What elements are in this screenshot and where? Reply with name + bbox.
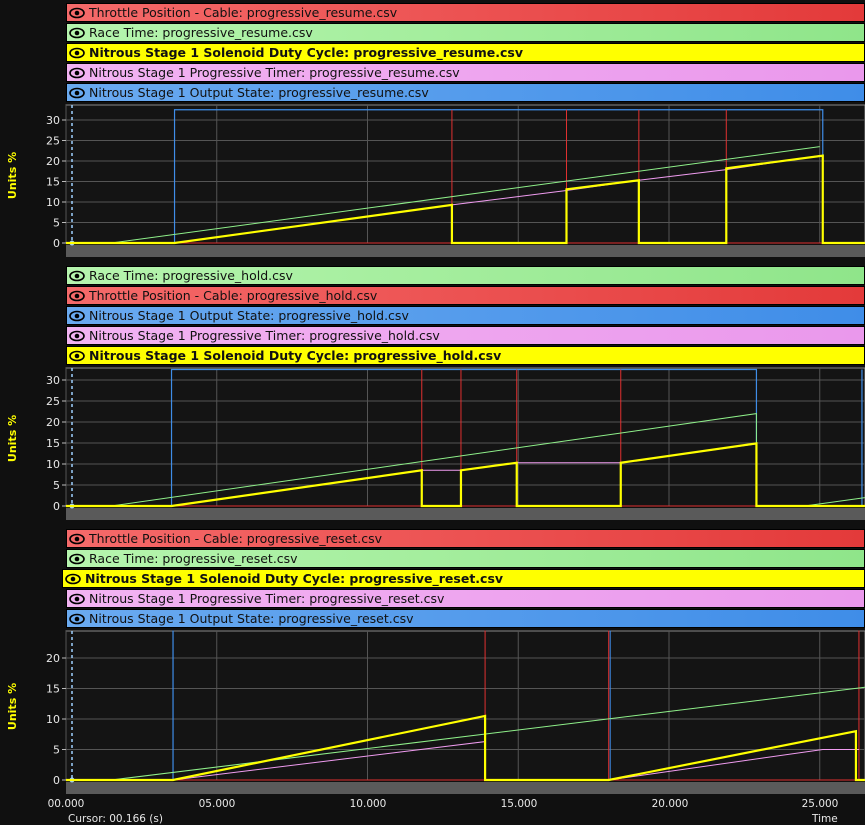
legend-label: Race Time: progressive_reset.csv [89, 551, 298, 566]
legend-row-duty-cycle[interactable]: Nitrous Stage 1 Solenoid Duty Cycle: pro… [62, 569, 865, 588]
legend-row-progressive-timer[interactable]: Nitrous Stage 1 Progressive Timer: progr… [66, 589, 865, 608]
legend-label: Race Time: progressive_resume.csv [89, 25, 313, 40]
legend-row-race-time[interactable]: Race Time: progressive_hold.csv [66, 266, 865, 285]
horizontal-scrollbar [66, 245, 865, 257]
y-tick-label: 10 [46, 196, 60, 209]
plot-canvas[interactable]: 0 5 10 15 20 25 30 0 5 10 15 20 25 30 0 5 10 15 20 [0, 0, 865, 800]
y-tick-label: 30 [46, 114, 60, 127]
eye-icon[interactable] [69, 65, 85, 81]
legend-label: Race Time: progressive_hold.csv [89, 268, 293, 283]
legend-row-throttle[interactable]: Throttle Position - Cable: progressive_h… [66, 286, 865, 305]
eye-icon[interactable] [69, 551, 85, 567]
series-duty-cycle [66, 714, 865, 782]
legend-label: Nitrous Stage 1 Progressive Timer: progr… [89, 328, 440, 343]
eye-icon[interactable] [69, 348, 85, 364]
legend-row-duty-cycle[interactable]: Nitrous Stage 1 Solenoid Duty Cycle: pro… [66, 346, 865, 365]
x-tick-label: 15.000 [500, 798, 538, 810]
x-tick-label: 20.000 [651, 798, 689, 810]
y-tick-label: 20 [46, 155, 60, 168]
x-axis-title: Time [812, 813, 838, 825]
y-tick-label: 20 [46, 416, 60, 429]
cursor-readout: Cursor: 00.166 (s) [68, 813, 163, 825]
eye-icon[interactable] [69, 5, 85, 21]
series-throttle [66, 369, 865, 507]
eye-icon[interactable] [65, 571, 81, 587]
eye-icon[interactable] [69, 308, 85, 324]
y-tick-label: 5 [53, 479, 60, 492]
legend-row-throttle[interactable]: Throttle Position - Cable: progressive_r… [66, 3, 865, 22]
eye-icon[interactable] [69, 328, 85, 344]
y-tick-label: 10 [46, 458, 60, 471]
horizontal-scrollbar [66, 782, 865, 794]
legend-label: Throttle Position - Cable: progressive_r… [89, 531, 382, 546]
legend-label: Nitrous Stage 1 Output State: progressiv… [89, 308, 409, 323]
legend-row-throttle[interactable]: Throttle Position - Cable: progressive_r… [66, 529, 865, 548]
legend-label: Nitrous Stage 1 Progressive Timer: progr… [89, 65, 460, 80]
eye-icon[interactable] [69, 25, 85, 41]
legend-label: Nitrous Stage 1 Output State: progressiv… [89, 611, 414, 626]
y-tick-label: 15 [46, 176, 60, 189]
legend-row-duty-cycle[interactable]: Nitrous Stage 1 Solenoid Duty Cycle: pro… [66, 43, 865, 62]
eye-icon[interactable] [69, 268, 85, 284]
plot-panel-3[interactable]: 0 5 10 15 20 [46, 630, 865, 794]
series-race-time [804, 497, 865, 507]
legend-row-race-time[interactable]: Race Time: progressive_resume.csv [66, 23, 865, 42]
eye-icon[interactable] [69, 85, 85, 101]
x-tick-label: 10.000 [349, 798, 387, 810]
legend-label: Throttle Position - Cable: progressive_h… [89, 288, 378, 303]
plot-panel-2[interactable]: 0 5 10 15 20 25 30 [46, 367, 865, 520]
y-tick-label: 25 [46, 135, 60, 148]
legend-row-output-state[interactable]: Nitrous Stage 1 Output State: progressiv… [66, 609, 865, 628]
legend-label: Nitrous Stage 1 Solenoid Duty Cycle: pro… [89, 45, 523, 60]
series-throttle [66, 109, 865, 244]
eye-icon[interactable] [69, 611, 85, 627]
y-tick-label: 5 [53, 217, 60, 230]
series-duty-cycle [66, 154, 865, 245]
eye-icon[interactable] [69, 288, 85, 304]
y-tick-label: 0 [53, 774, 60, 787]
y-tick-label: 0 [53, 500, 60, 513]
y-tick-label: 30 [46, 374, 60, 387]
eye-icon[interactable] [69, 591, 85, 607]
y-tick-label: 5 [53, 744, 60, 757]
eye-icon[interactable] [69, 45, 85, 61]
x-tick-label: 05.000 [198, 798, 236, 810]
series-duty-cycle [66, 442, 865, 508]
legend-label: Nitrous Stage 1 Output State: progressiv… [89, 85, 429, 100]
plot-area [65, 104, 865, 244]
y-tick-label: 10 [46, 713, 60, 726]
plot-area [65, 367, 865, 507]
plot-area [65, 630, 865, 781]
y-tick-label: 20 [46, 652, 60, 665]
y-tick-label: 25 [46, 395, 60, 408]
legend-label: Nitrous Stage 1 Solenoid Duty Cycle: pro… [89, 348, 502, 363]
legend-label: Nitrous Stage 1 Progressive Timer: progr… [89, 591, 445, 606]
x-tick-label: 25.000 [801, 798, 839, 810]
legend-row-progressive-timer[interactable]: Nitrous Stage 1 Progressive Timer: progr… [66, 326, 865, 345]
legend-row-progressive-timer[interactable]: Nitrous Stage 1 Progressive Timer: progr… [66, 63, 865, 82]
horizontal-scrollbar [66, 508, 865, 520]
y-tick-label: 15 [46, 683, 60, 696]
legend-label: Nitrous Stage 1 Solenoid Duty Cycle: pro… [85, 571, 504, 586]
series-throttle [66, 630, 860, 781]
y-tick-label: 15 [46, 437, 60, 450]
legend-row-output-state[interactable]: Nitrous Stage 1 Output State: progressiv… [66, 83, 865, 102]
eye-icon[interactable] [69, 531, 85, 547]
plot-panel-1[interactable]: 0 5 10 15 20 25 30 [46, 104, 865, 257]
x-tick-label: 00.000 [47, 798, 85, 810]
y-tick-label: 0 [53, 237, 60, 250]
legend-row-race-time[interactable]: Race Time: progressive_reset.csv [66, 549, 865, 568]
legend-row-output-state[interactable]: Nitrous Stage 1 Output State: progressiv… [66, 306, 865, 325]
legend-label: Throttle Position - Cable: progressive_r… [89, 5, 398, 20]
